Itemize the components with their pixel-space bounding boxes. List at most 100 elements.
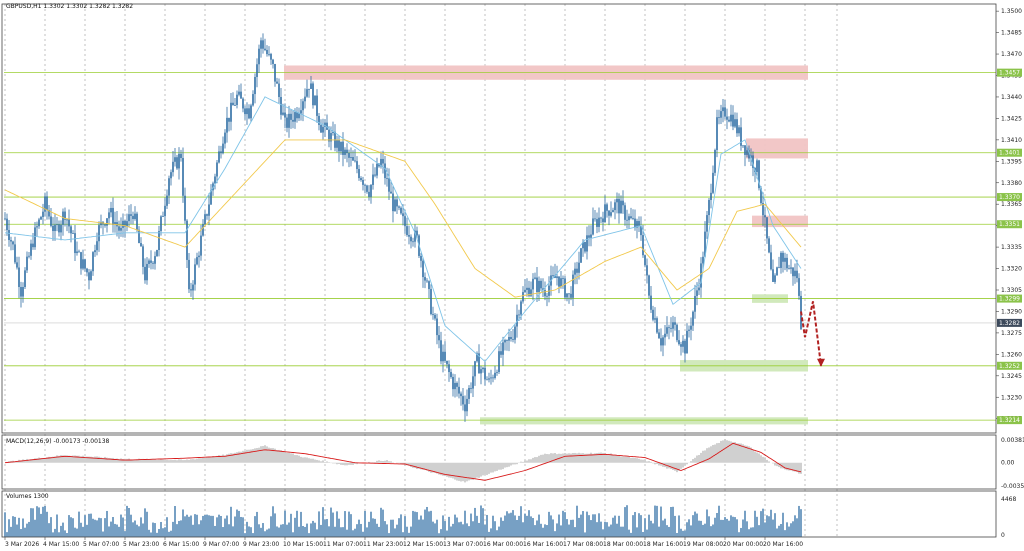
candle-body: [404, 216, 406, 227]
candle-body: [366, 185, 368, 192]
candle-body: [442, 351, 444, 362]
price-tick-label: 1.3380: [1001, 180, 1022, 187]
level-price-tag: 1.3252: [999, 363, 1020, 370]
candle-body: [612, 210, 614, 213]
candle-body: [264, 48, 266, 50]
price-axis: 1.32151.32301.32451.32601.32751.32901.33…: [996, 8, 1024, 539]
candle-body: [92, 252, 94, 272]
candle-body: [200, 235, 202, 256]
candle-body: [328, 129, 330, 142]
candle-body: [400, 207, 402, 214]
candle-body: [500, 351, 502, 355]
forecast-arrow-line: [800, 301, 822, 366]
forecast-arrow: [800, 301, 825, 367]
candle-body: [156, 250, 158, 257]
price-tick-label: 1.3335: [1001, 244, 1022, 251]
level-price-tag-bg: [997, 361, 1022, 370]
candle-body: [188, 259, 190, 290]
candle-body: [780, 252, 782, 268]
candle-body: [398, 206, 400, 208]
candle-body: [8, 230, 10, 241]
candle-body: [128, 214, 130, 222]
candle-body: [748, 150, 750, 159]
candle-body: [98, 225, 100, 242]
candle-body: [370, 184, 372, 197]
candle-body: [336, 139, 338, 148]
candle-body: [732, 114, 734, 127]
level-price-tag-bg: [997, 193, 1022, 202]
candle-body: [108, 212, 110, 219]
candle-body: [214, 176, 216, 184]
candle-body: [342, 141, 344, 155]
level-price-tag-bg: [997, 416, 1022, 425]
candle-body: [270, 54, 272, 60]
candle-body: [6, 218, 8, 231]
candle-body: [484, 367, 486, 380]
candle-body: [606, 204, 608, 211]
candle-body: [52, 225, 54, 232]
candle-body: [736, 119, 738, 134]
time-tick-label: 16 Mar 00:00: [483, 541, 523, 548]
candle-body: [46, 196, 48, 210]
candle-body: [356, 161, 358, 169]
candle-body: [90, 271, 92, 281]
candle-body: [488, 378, 490, 380]
time-tick-label: 16 Mar 16:00: [523, 541, 563, 548]
candle-body: [554, 275, 556, 278]
candle-body: [344, 149, 346, 155]
candle-body: [776, 267, 778, 276]
candle-body: [672, 322, 674, 329]
candle-body: [48, 209, 50, 217]
candle-body: [332, 131, 334, 134]
level-price-tag: 1.3351: [999, 221, 1020, 228]
candle-body: [284, 112, 286, 118]
candle-body: [666, 327, 668, 334]
candle-body: [354, 160, 356, 162]
candle-body: [458, 386, 460, 394]
candle-body: [618, 198, 620, 214]
candle-body: [374, 174, 376, 176]
moving-average-line: [4, 96, 802, 363]
candle-body: [616, 198, 618, 203]
candle-body: [380, 158, 382, 167]
candle-body: [346, 149, 348, 154]
candle-body: [652, 309, 654, 320]
time-tick-label: 9 Mar 07:00: [203, 541, 239, 548]
candle-body: [132, 215, 134, 220]
candle-body: [470, 387, 472, 389]
candle-body: [390, 191, 392, 194]
candle-body: [422, 260, 424, 278]
candle-body: [154, 256, 156, 264]
candle-body: [210, 190, 212, 205]
candle-body: [130, 214, 132, 216]
candle-body: [576, 268, 578, 273]
candle-body: [586, 235, 588, 252]
current-price-tag: 1.3282: [999, 320, 1020, 327]
price-tick-label: 1.3410: [1001, 137, 1022, 144]
candle-body: [286, 117, 288, 128]
candle-body: [228, 117, 230, 122]
candle-body: [694, 296, 696, 312]
candle-body: [644, 255, 646, 266]
candle-body: [450, 372, 452, 377]
candle-body: [676, 324, 678, 341]
candle-body: [742, 145, 744, 147]
price-tick-label: 1.3470: [1001, 51, 1022, 58]
candle-body: [760, 188, 762, 204]
candle-body: [88, 272, 90, 281]
candle-body: [706, 215, 708, 232]
candle-body: [244, 108, 246, 115]
candle-body: [196, 257, 198, 265]
candle-body: [382, 158, 384, 164]
candle-body: [42, 211, 44, 217]
candle-body: [16, 262, 18, 268]
panel-frame: [1, 3, 997, 434]
candle-body: [256, 64, 258, 78]
candle-body: [564, 278, 566, 298]
candle-body: [446, 360, 448, 365]
candle-body: [174, 157, 176, 162]
candle-body: [704, 231, 706, 257]
candle-body: [396, 199, 398, 207]
macd-tick-label: 0.00381: [1001, 437, 1024, 444]
